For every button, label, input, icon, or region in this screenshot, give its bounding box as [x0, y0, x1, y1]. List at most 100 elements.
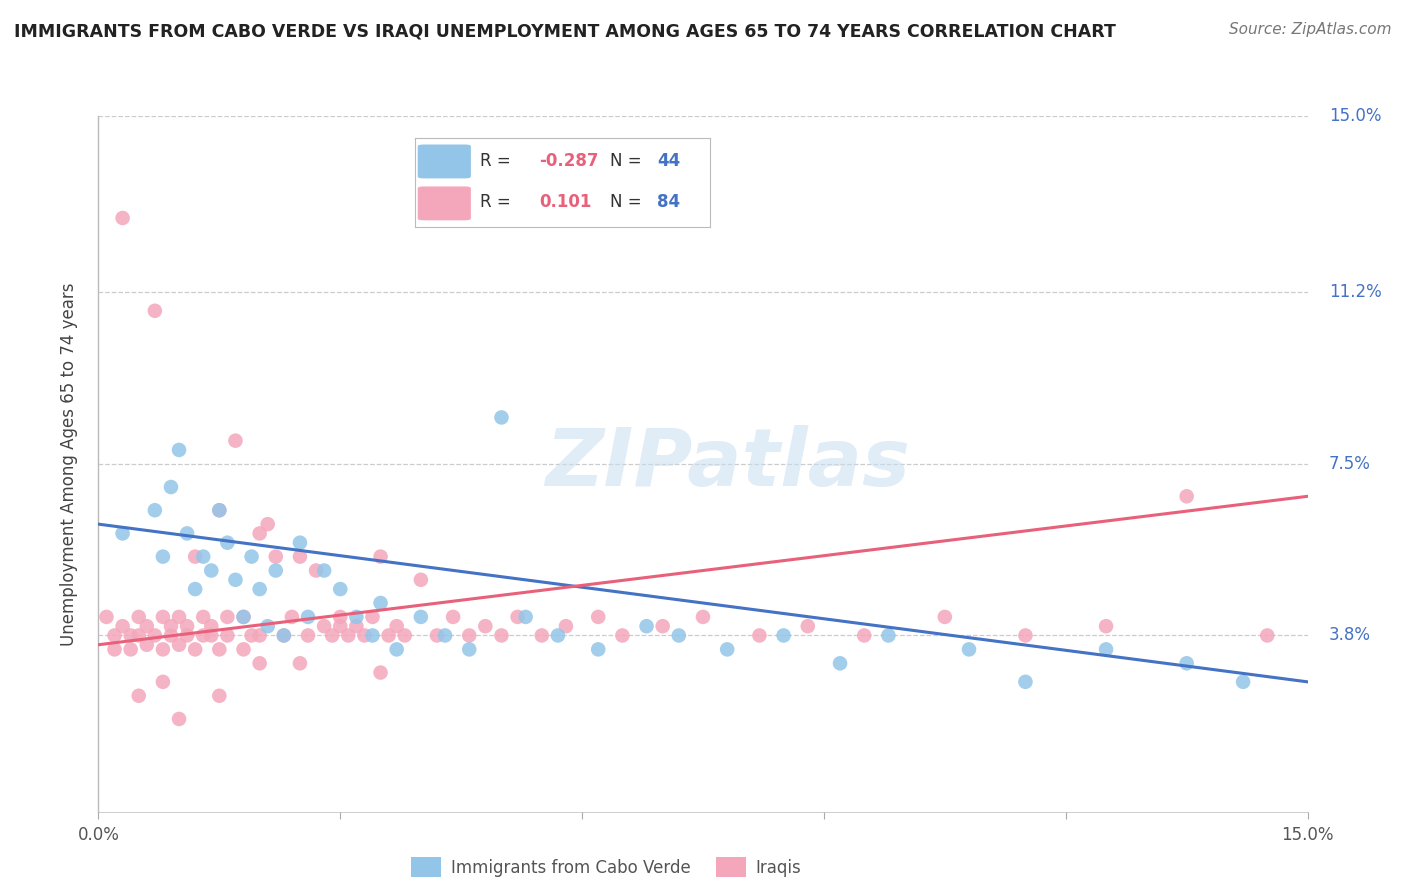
Text: N =: N =	[610, 194, 647, 211]
Point	[547, 628, 569, 642]
Point	[934, 610, 956, 624]
Text: Source: ZipAtlas.com: Source: ZipAtlas.com	[1229, 22, 1392, 37]
Point	[249, 628, 271, 642]
Point	[586, 610, 609, 624]
Point	[152, 610, 174, 624]
Point	[612, 628, 634, 642]
Point	[353, 628, 375, 642]
Point	[329, 582, 352, 596]
Point	[530, 628, 553, 642]
Y-axis label: Unemployment Among Ages 65 to 74 years: Unemployment Among Ages 65 to 74 years	[59, 282, 77, 646]
Point	[329, 610, 352, 624]
Point	[409, 610, 432, 624]
Point	[1256, 628, 1278, 642]
Point	[208, 503, 231, 517]
Point	[385, 642, 408, 657]
Point	[96, 610, 118, 624]
Point	[135, 638, 157, 652]
Point	[217, 610, 239, 624]
Point	[441, 610, 464, 624]
Point	[143, 628, 166, 642]
Text: R =: R =	[479, 194, 516, 211]
Point	[232, 642, 254, 657]
Point	[264, 564, 287, 578]
Point	[208, 503, 231, 517]
Point	[314, 564, 336, 578]
Point	[853, 628, 876, 642]
Point	[167, 712, 190, 726]
Point	[224, 434, 246, 448]
Point	[361, 628, 384, 642]
Point	[152, 642, 174, 657]
Point	[370, 549, 392, 564]
Point	[385, 619, 408, 633]
Point	[434, 628, 457, 642]
Point	[120, 642, 142, 657]
Point	[370, 665, 392, 680]
Point	[184, 642, 207, 657]
Point	[344, 610, 367, 624]
Text: 0.101: 0.101	[538, 194, 591, 211]
Point	[651, 619, 673, 633]
Point	[193, 628, 215, 642]
Legend: Immigrants from Cabo Verde, Iraqis: Immigrants from Cabo Verde, Iraqis	[405, 851, 808, 883]
Point	[208, 689, 231, 703]
Point	[167, 638, 190, 652]
Point	[828, 657, 851, 671]
Point	[370, 596, 392, 610]
Text: IMMIGRANTS FROM CABO VERDE VS IRAQI UNEMPLOYMENT AMONG AGES 65 TO 74 YEARS CORRE: IMMIGRANTS FROM CABO VERDE VS IRAQI UNEM…	[14, 22, 1116, 40]
Point	[344, 619, 367, 633]
Point	[160, 619, 183, 633]
Point	[240, 628, 263, 642]
Point	[217, 628, 239, 642]
Text: -0.287: -0.287	[538, 153, 599, 170]
Point	[877, 628, 900, 642]
Point	[668, 628, 690, 642]
Point	[184, 549, 207, 564]
Point	[692, 610, 714, 624]
Text: 11.2%: 11.2%	[1329, 284, 1382, 301]
Point	[361, 610, 384, 624]
Text: ZIPatlas: ZIPatlas	[544, 425, 910, 503]
Point	[200, 619, 222, 633]
Point	[409, 573, 432, 587]
Point	[128, 689, 150, 703]
Point	[208, 642, 231, 657]
Point	[249, 526, 271, 541]
Point	[1095, 642, 1118, 657]
Point	[135, 619, 157, 633]
Point	[288, 657, 311, 671]
Point	[273, 628, 295, 642]
Point	[152, 549, 174, 564]
Point	[1175, 657, 1198, 671]
Point	[111, 526, 134, 541]
Point	[555, 619, 578, 633]
Point	[264, 549, 287, 564]
Point	[184, 582, 207, 596]
Point	[111, 619, 134, 633]
Point	[256, 517, 278, 532]
Point	[103, 642, 125, 657]
Point	[1175, 489, 1198, 503]
Point	[515, 610, 537, 624]
FancyBboxPatch shape	[418, 145, 471, 178]
Point	[636, 619, 658, 633]
Point	[314, 619, 336, 633]
Point	[1095, 619, 1118, 633]
Point	[143, 503, 166, 517]
Point	[426, 628, 449, 642]
Point	[716, 642, 738, 657]
Point	[1014, 674, 1036, 689]
Text: 84: 84	[657, 194, 681, 211]
Point	[256, 619, 278, 633]
Point	[176, 526, 198, 541]
Point	[176, 628, 198, 642]
Point	[586, 642, 609, 657]
Point	[232, 610, 254, 624]
Point	[217, 535, 239, 549]
Point	[797, 619, 820, 633]
Point	[160, 480, 183, 494]
Point	[1014, 628, 1036, 642]
Point	[167, 442, 190, 457]
Point	[458, 628, 481, 642]
